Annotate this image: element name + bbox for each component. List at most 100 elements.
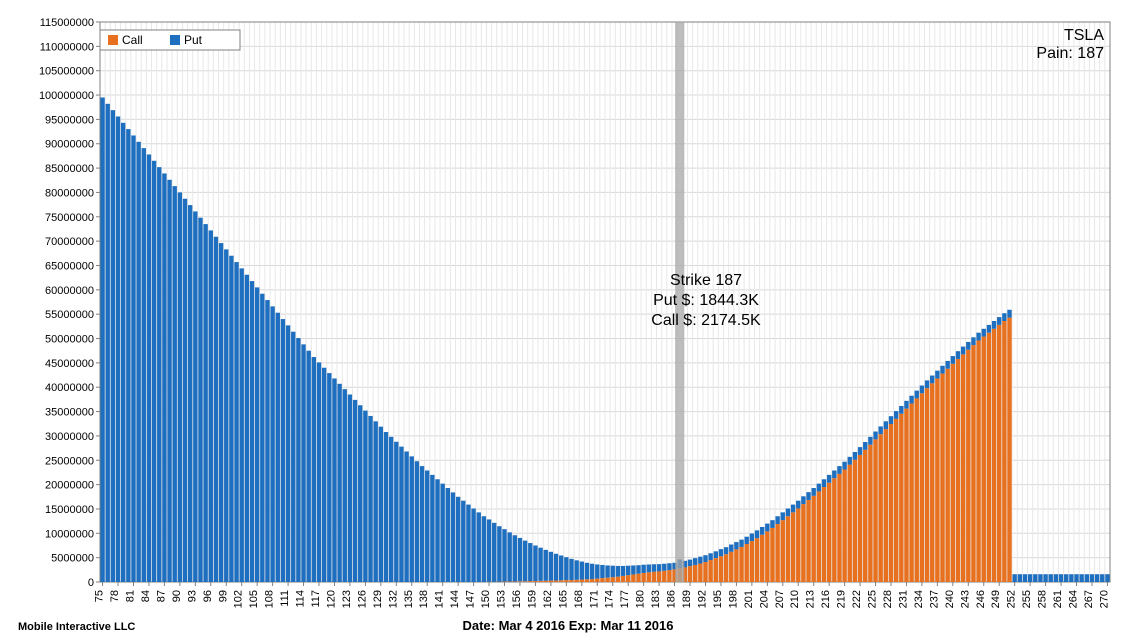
bar-put xyxy=(1043,574,1047,582)
bar-put xyxy=(781,512,785,520)
bar-put xyxy=(142,148,146,582)
svg-text:78: 78 xyxy=(109,590,121,602)
bar-put xyxy=(636,565,640,574)
svg-text:10000000: 10000000 xyxy=(45,528,94,540)
svg-text:114: 114 xyxy=(295,590,307,608)
bar-call xyxy=(930,383,934,582)
bar-put xyxy=(358,405,362,582)
bar-put xyxy=(554,554,558,581)
bar-call xyxy=(641,573,645,582)
strike-label: Strike 187 xyxy=(670,272,742,289)
bar-put xyxy=(930,376,934,384)
bar-call xyxy=(806,500,810,582)
bar-call xyxy=(915,398,919,582)
bar-call xyxy=(966,350,970,582)
bar-call xyxy=(822,487,826,582)
bar-put xyxy=(507,532,511,581)
bar-call xyxy=(559,580,563,582)
bar-put xyxy=(260,294,264,582)
bar-call xyxy=(760,535,764,582)
bar-call xyxy=(868,445,872,582)
bar-call xyxy=(853,460,857,582)
bar-call xyxy=(832,478,836,582)
bar-put xyxy=(801,496,805,504)
bar-put xyxy=(1095,574,1099,582)
bar-put xyxy=(373,421,377,582)
bar-put xyxy=(343,389,347,582)
svg-text:75: 75 xyxy=(94,590,106,602)
bar-call xyxy=(708,560,712,582)
bar-call xyxy=(920,393,924,582)
bar-put xyxy=(106,104,110,582)
bar-put xyxy=(245,275,249,582)
bar-put xyxy=(471,508,475,582)
bar-call xyxy=(812,496,816,582)
svg-text:180: 180 xyxy=(635,590,647,608)
svg-text:25000000: 25000000 xyxy=(45,455,94,467)
svg-text:150: 150 xyxy=(480,590,492,608)
svg-text:120: 120 xyxy=(325,590,337,608)
svg-text:219: 219 xyxy=(836,590,848,608)
bar-put xyxy=(198,218,202,582)
bar-call xyxy=(544,581,548,582)
bar-put xyxy=(286,325,290,582)
bar-put xyxy=(265,300,269,582)
bar-call xyxy=(796,508,800,582)
bar-put xyxy=(291,332,295,582)
bar-put xyxy=(307,351,311,582)
bar-put xyxy=(1018,574,1022,582)
bar-put xyxy=(909,396,913,404)
bar-call xyxy=(580,580,584,582)
bar-call xyxy=(935,378,939,582)
bar-call xyxy=(971,345,975,582)
bar-call xyxy=(703,562,707,582)
bar-put xyxy=(111,110,115,582)
bar-call xyxy=(899,414,903,582)
bar-put xyxy=(976,333,980,341)
bar-call xyxy=(827,483,831,582)
bar-call xyxy=(987,333,991,582)
bar-put xyxy=(1079,574,1083,582)
bar-put xyxy=(621,566,625,576)
bar-put xyxy=(1059,574,1063,582)
bar-call xyxy=(626,575,630,582)
bar-put xyxy=(121,123,125,582)
bar-put xyxy=(538,548,542,581)
legend-swatch-put xyxy=(170,35,180,45)
svg-text:255: 255 xyxy=(1021,590,1033,608)
bar-put xyxy=(368,416,372,582)
svg-text:210: 210 xyxy=(789,590,801,608)
svg-text:267: 267 xyxy=(1083,590,1095,608)
bar-put xyxy=(126,129,130,582)
bar-put xyxy=(997,317,1001,325)
bar-put xyxy=(528,543,532,581)
bar-put xyxy=(214,237,218,582)
bar-put xyxy=(281,319,285,582)
svg-text:129: 129 xyxy=(372,590,384,608)
bar-call xyxy=(1007,318,1011,582)
bar-call xyxy=(667,570,671,582)
svg-text:115000000: 115000000 xyxy=(40,17,94,29)
bar-put xyxy=(322,368,326,582)
bar-put xyxy=(884,421,888,429)
svg-text:81: 81 xyxy=(124,590,136,602)
svg-text:90: 90 xyxy=(171,590,183,602)
bar-call xyxy=(595,579,599,582)
svg-text:231: 231 xyxy=(897,590,909,608)
svg-text:105: 105 xyxy=(248,590,260,608)
bar-call xyxy=(961,354,965,582)
bar-put xyxy=(1028,574,1032,582)
svg-text:162: 162 xyxy=(542,590,554,608)
svg-text:15000000: 15000000 xyxy=(45,504,94,516)
bar-put xyxy=(1054,574,1058,582)
bar-put xyxy=(595,564,599,578)
svg-text:60000000: 60000000 xyxy=(45,285,94,297)
bar-put xyxy=(590,564,594,579)
bar-call xyxy=(791,512,795,582)
bar-call xyxy=(729,552,733,582)
bar-call xyxy=(745,544,749,582)
svg-text:240: 240 xyxy=(944,590,956,608)
svg-text:5000000: 5000000 xyxy=(51,553,94,565)
bar-put xyxy=(1100,574,1104,582)
bar-put xyxy=(425,470,429,582)
